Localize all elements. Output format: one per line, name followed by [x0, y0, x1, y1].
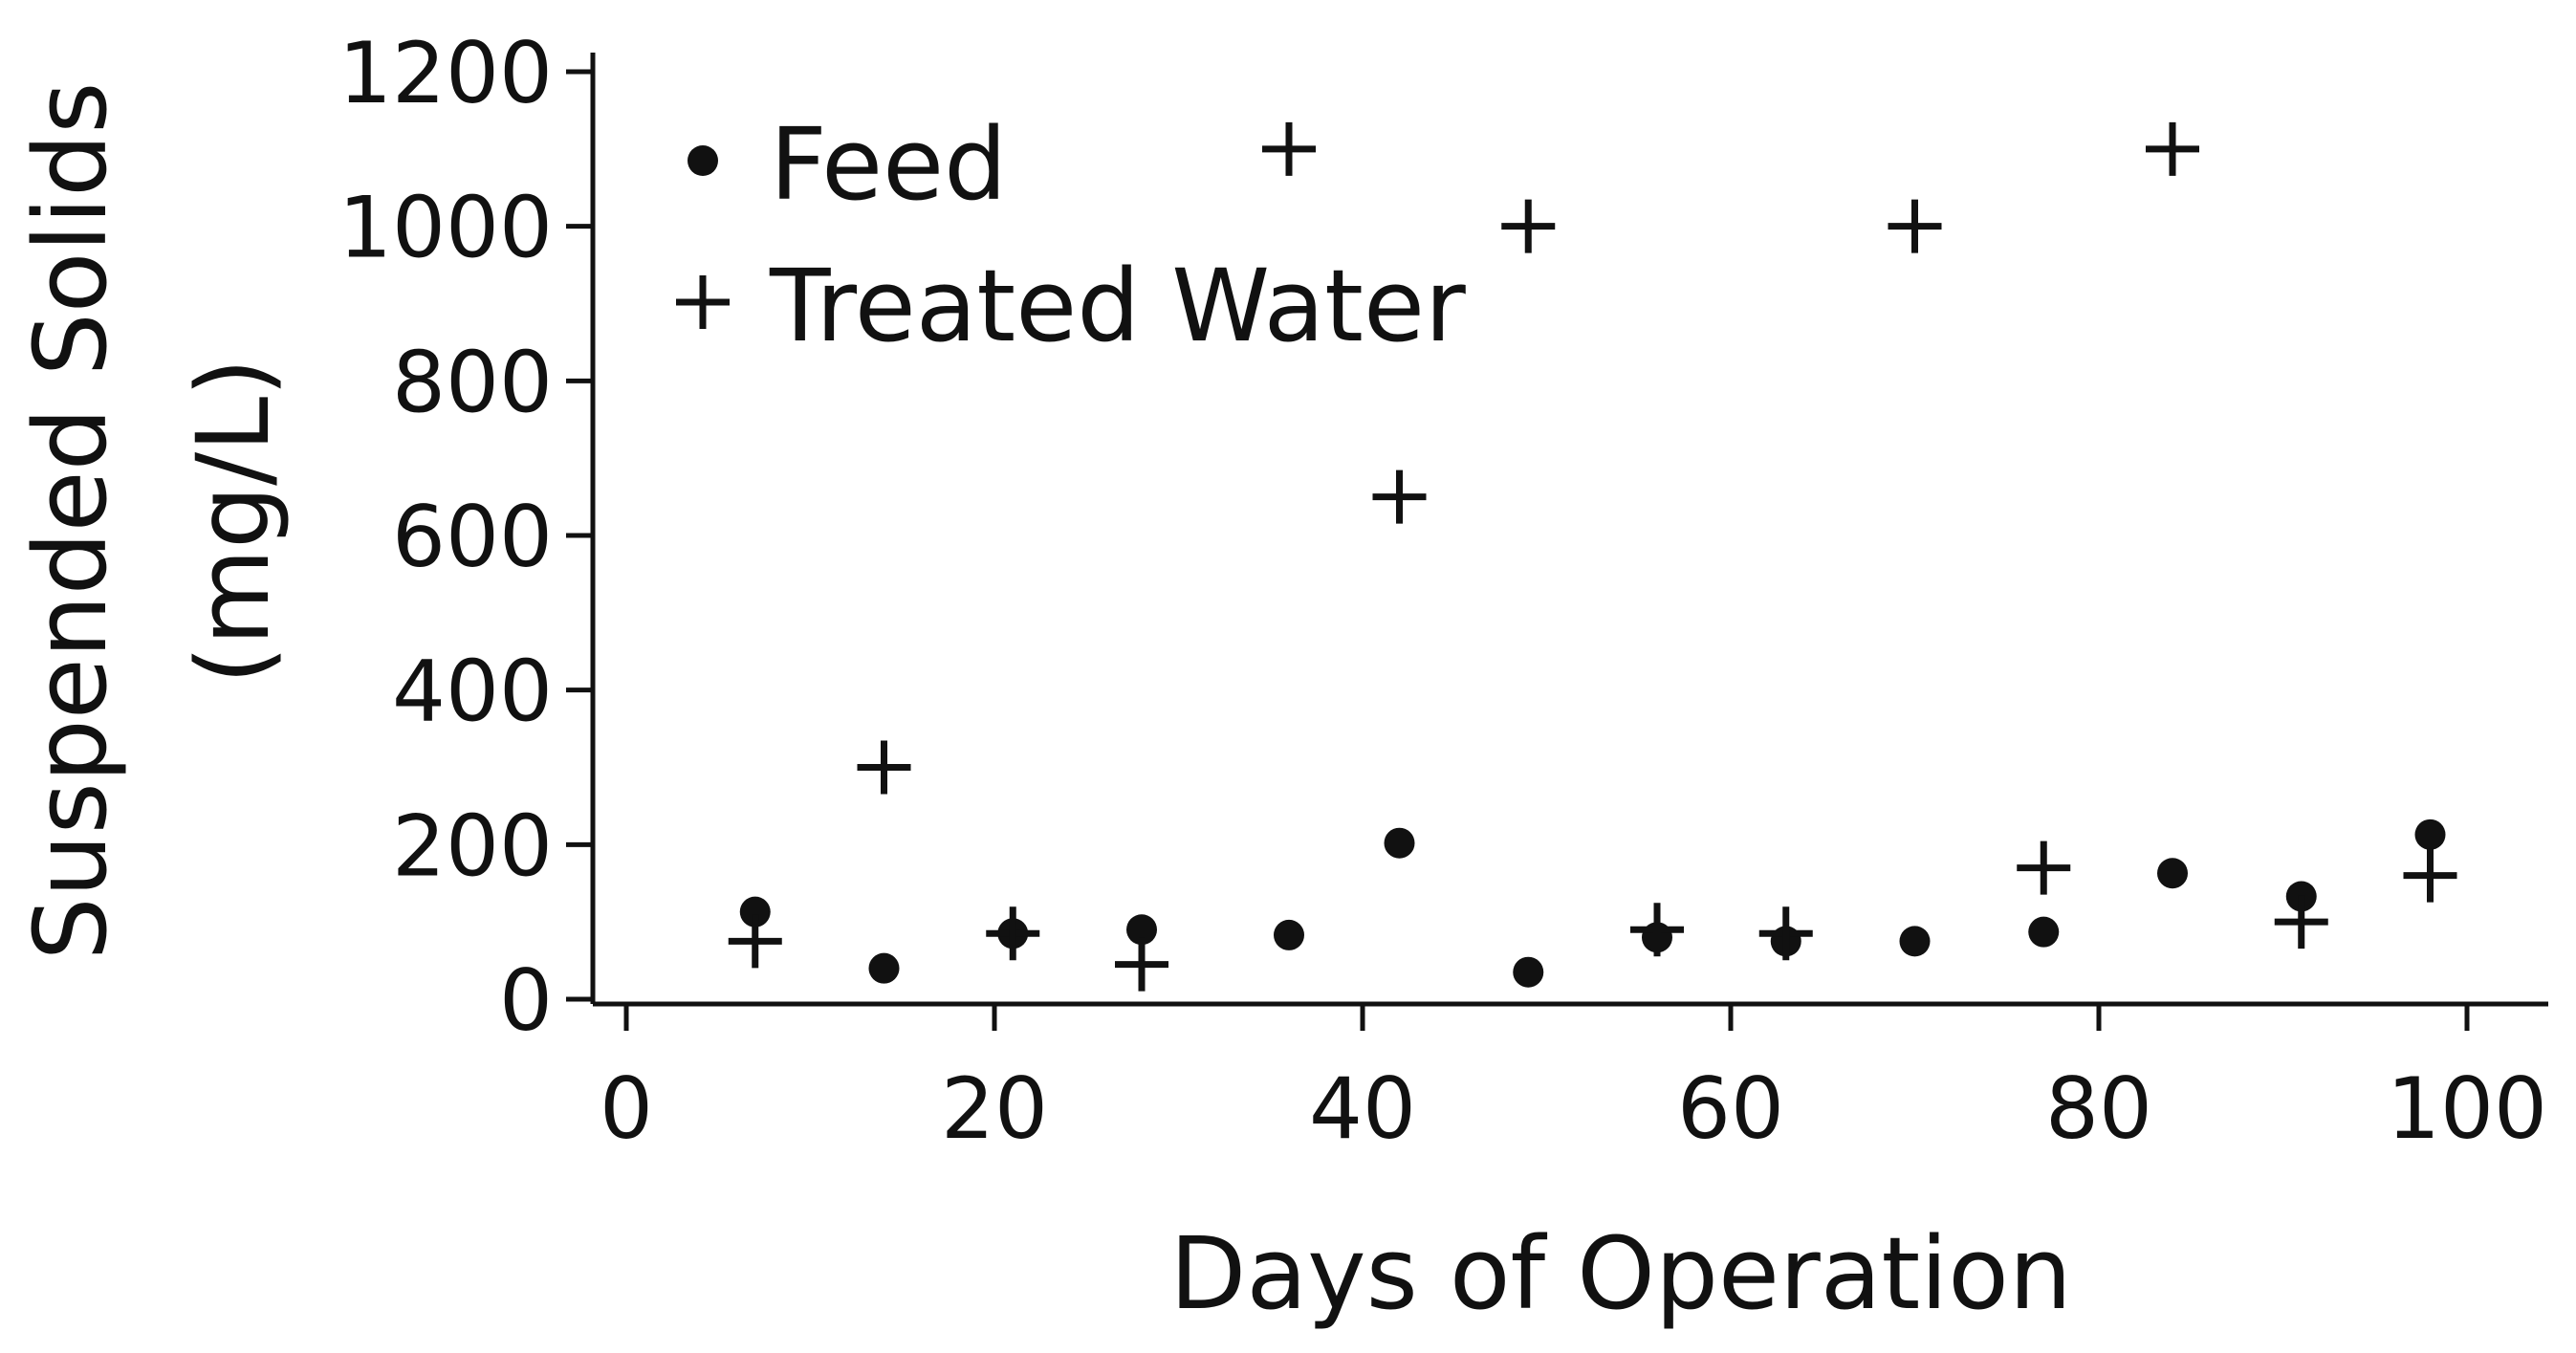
treated-water-point [2017, 840, 2071, 895]
legend-treated-water-label: Treated Water [769, 248, 1466, 364]
y-tick-label: 400 [392, 643, 553, 741]
treated-water-point [2146, 121, 2199, 176]
x-ticks: 0 20 40 60 80 100 [600, 1004, 2547, 1158]
treated-water-point [1758, 906, 1813, 961]
feed-point [739, 896, 771, 927]
legend-feed-label: Feed [770, 106, 1007, 223]
y-ticks: 0 200 400 600 800 1000 1200 [338, 24, 593, 1050]
legend-feed-marker [688, 145, 718, 176]
feed-point [868, 952, 900, 984]
x-tick-label: 100 [2387, 1059, 2547, 1158]
x-tick-label: 20 [941, 1059, 1048, 1158]
data-points [728, 121, 2457, 992]
treated-water-point [2274, 895, 2328, 949]
y-axis-units: (mg/L) [175, 358, 292, 684]
treated-water-point [986, 906, 1040, 961]
treated-water-point [1262, 121, 1316, 176]
treated-water-point [1630, 903, 1684, 957]
legend-treated-water-marker [676, 275, 730, 329]
x-tick-label: 80 [2045, 1059, 2152, 1158]
feed-point [2157, 858, 2188, 889]
series-feed [739, 818, 2446, 988]
treated-water-point [728, 914, 782, 969]
treated-water-point [1501, 199, 1556, 253]
feed-point [1384, 827, 1415, 859]
y-axis-title: Suspended Solids [12, 82, 129, 961]
treated-water-point [1372, 469, 1427, 524]
treated-water-point [1115, 937, 1168, 992]
feed-point [1513, 956, 1544, 988]
x-tick-label: 60 [1677, 1059, 1784, 1158]
y-tick-label: 600 [392, 488, 553, 586]
feed-point [1899, 926, 1931, 957]
feed-point [2028, 916, 2060, 948]
treated-water-point [2403, 848, 2457, 903]
x-axis-title: Days of Operation [1169, 1215, 2071, 1332]
y-tick-label: 200 [392, 797, 553, 895]
x-tick-label: 40 [1309, 1059, 1416, 1158]
axes: 0 200 400 600 800 1000 1200 0 20 40 60 80 100 [338, 24, 2548, 1158]
treated-water-point [857, 740, 911, 795]
legend: Feed Treated Water [676, 106, 1466, 364]
y-tick-label: 1000 [338, 179, 553, 277]
feed-point [2414, 818, 2446, 850]
y-tick-label: 1200 [338, 24, 553, 122]
y-tick-label: 0 [499, 951, 553, 1050]
series-treated-water [728, 121, 2457, 992]
treated-water-point [1888, 199, 1942, 253]
feed-point [1274, 919, 1304, 950]
feed-point [1126, 914, 1157, 946]
x-tick-label: 0 [600, 1059, 653, 1158]
y-tick-label: 800 [392, 333, 553, 431]
